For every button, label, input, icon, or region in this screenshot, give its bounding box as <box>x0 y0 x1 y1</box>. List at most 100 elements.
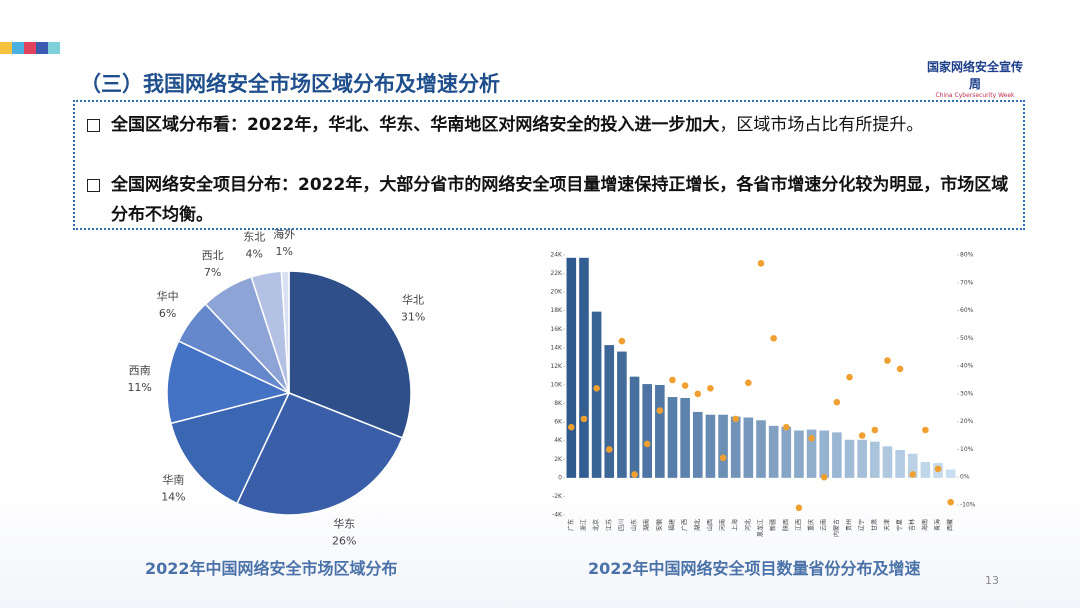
pie-label: 华东 <box>333 516 355 530</box>
bar <box>705 414 716 478</box>
growth-dot <box>947 498 954 506</box>
bar <box>844 439 855 478</box>
x-tick-label: 湖南 <box>643 519 651 531</box>
pie-value-label: 26% <box>332 534 356 547</box>
y-tick-label: -2K <box>552 493 563 500</box>
pie-value-label: 11% <box>127 381 151 394</box>
growth-dot <box>694 390 702 398</box>
x-tick-label: 黑龙江 <box>757 519 765 537</box>
y-tick-label: 24K <box>550 252 563 259</box>
y2-tick-label: 60% <box>960 307 974 314</box>
pie-value-label: 6% <box>159 307 176 320</box>
pie-label: 西北 <box>202 249 224 262</box>
y-tick-label: 20K <box>550 289 563 296</box>
x-tick-label: 河南 <box>719 519 727 531</box>
bullet-box: 全国区域分布看：2022年，华北、华东、华南地区对网络安全的投入进一步加大，区域… <box>73 100 1025 230</box>
x-tick-label: 河北 <box>744 519 752 531</box>
x-tick-label: 山西 <box>706 519 714 531</box>
y2-tick-label: 70% <box>960 279 974 286</box>
chart-caption: 2022年中国网络安全市场区域分布 <box>145 559 398 578</box>
y-tick-label: 8K <box>554 400 563 407</box>
x-tick-label: 上海 <box>731 519 739 531</box>
y2-tick-label: 50% <box>960 335 974 342</box>
growth-dot <box>618 337 626 345</box>
growth-dot <box>808 435 815 442</box>
x-tick-label: 江苏 <box>605 519 613 531</box>
x-tick-label: 安徽 <box>655 519 663 531</box>
x-tick-label: 江西 <box>795 519 802 531</box>
growth-dot <box>795 504 803 512</box>
x-tick-label: 云南 <box>820 519 828 531</box>
bar <box>579 257 589 478</box>
growth-dot <box>871 426 879 434</box>
growth-dot <box>757 260 765 267</box>
y-tick-label: 10K <box>550 382 563 389</box>
bullet-text: ，区域市场占比有所提升。 <box>719 115 924 135</box>
growth-dot <box>643 440 651 448</box>
page-number: 13 <box>985 574 999 587</box>
pie-label: 东北 <box>243 231 265 244</box>
bar <box>617 351 627 478</box>
x-tick-label: 浙江 <box>579 519 587 531</box>
y-tick-label: 16K <box>550 326 563 333</box>
y2-tick-label: -10% <box>960 502 976 509</box>
x-tick-label: 海南 <box>921 519 929 531</box>
bar <box>680 398 690 478</box>
y-tick-label: 18K <box>550 307 563 314</box>
logo-title: 国家网络安全宣传周 <box>926 60 1023 91</box>
y-tick-label: -4K <box>552 512 563 519</box>
growth-dot <box>568 423 575 431</box>
bar <box>806 429 817 478</box>
x-tick-label: 山东 <box>630 519 638 531</box>
bullet: 全国区域分布看：2022年，华北、华东、华南地区对网络安全的投入进一步加大，区域… <box>85 110 1011 140</box>
pie-label: 海外 <box>273 227 295 241</box>
bar <box>642 384 652 478</box>
logo-subtitle: China Cybersecurity Week <box>935 92 1015 99</box>
pie-slice <box>169 391 291 505</box>
x-tick-label: 贵州 <box>845 519 853 531</box>
growth-dot <box>833 398 841 406</box>
pie-value-label: 31% <box>401 311 425 324</box>
growth-dot <box>745 379 752 387</box>
bar <box>870 441 880 478</box>
bar <box>591 311 602 478</box>
bar <box>907 453 918 478</box>
x-tick-label: 青海 <box>934 519 942 531</box>
bar <box>743 417 754 478</box>
bar <box>857 439 867 478</box>
growth-dot <box>858 432 866 439</box>
bar <box>882 446 893 478</box>
y-tick-label: 4K <box>554 437 563 444</box>
pie-slice <box>166 340 292 425</box>
growth-dot <box>707 385 714 392</box>
x-tick-label: 北京 <box>592 519 600 531</box>
x-tick-label: 宁夏 <box>896 519 904 531</box>
y2-tick-label: 10% <box>960 446 974 453</box>
growth-dot <box>580 415 588 423</box>
pie-label: 西南 <box>129 364 151 377</box>
x-tick-label: 辽宁 <box>858 519 866 531</box>
pie-value-label: 7% <box>204 266 221 279</box>
bar <box>920 462 931 478</box>
y2-tick-label: 40% <box>960 363 974 370</box>
bar <box>692 411 703 478</box>
growth-dot <box>719 454 727 462</box>
decor <box>48 42 60 54</box>
decor <box>0 42 12 54</box>
growth-dot <box>896 365 904 373</box>
bar <box>604 345 615 478</box>
x-tick-label: 四川 <box>618 519 625 531</box>
pie-label: 华中 <box>157 289 179 303</box>
logo: 国家网络安全宣传周 China Cybersecurity Week <box>925 48 1025 99</box>
growth-dot <box>934 465 942 473</box>
pie-value-label: 4% <box>246 248 263 261</box>
bullet: 全国网络安全项目分布：2022年，大部分省市的网络安全项目量增速保持正增长，各省… <box>85 170 1011 230</box>
pie-value-label: 1% <box>276 245 293 258</box>
decor <box>24 42 36 54</box>
x-tick-label: 甘肃 <box>870 519 878 531</box>
growth-dot <box>681 382 689 389</box>
pie-slice <box>280 270 290 394</box>
growth-dot <box>846 373 853 381</box>
